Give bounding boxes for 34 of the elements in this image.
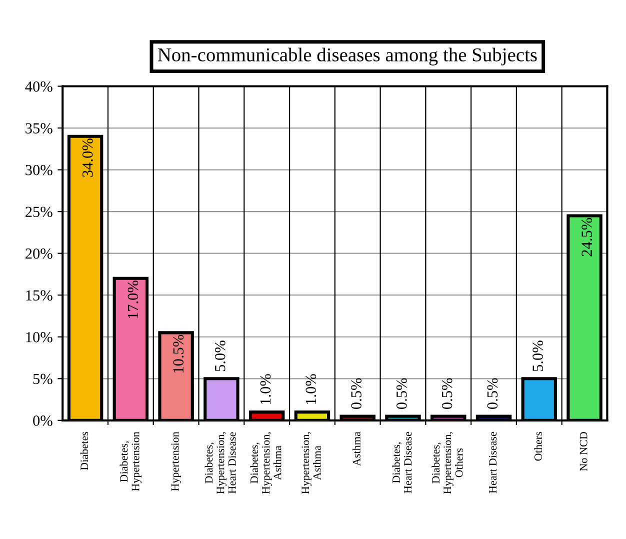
data-label: 10.5%: [173, 334, 184, 372]
y-tick-label: 35%: [26, 123, 52, 134]
x-tick-label: Asthma: [352, 432, 360, 466]
x-tick-label: Diabetes, Hypertension, Others: [432, 432, 463, 494]
data-label: 1.0%: [260, 374, 271, 404]
y-tick-label: 20%: [26, 248, 52, 259]
y-tick-label: 10%: [26, 332, 52, 342]
x-tick-label: Heart Disease: [489, 432, 497, 494]
chart-title: Non-communicable diseases among the Subjects: [158, 48, 537, 66]
y-tick-label: 40%: [25, 81, 52, 92]
x-tick-label: Others: [534, 432, 542, 461]
y-tick-label: 0%: [33, 416, 52, 426]
x-tick-label: Hypertension: [171, 432, 182, 492]
y-tick-label: 30%: [26, 164, 52, 176]
x-tick-label: Diabetes, Hypertension, Heart Disease: [204, 432, 236, 494]
data-label: 5.0%: [532, 340, 544, 372]
data-label: 34.0%: [82, 138, 93, 177]
y-tick-label: 5%: [33, 374, 52, 384]
x-tick-label: Diabetes, Heart Disease: [392, 432, 412, 494]
x-tick-label: No NCD: [580, 432, 588, 472]
x-tick-label: Diabetes: [80, 432, 88, 470]
y-tick-label: 25%: [26, 206, 52, 218]
y-tick-label: 15%: [26, 290, 52, 301]
data-label: 5.0%: [214, 340, 226, 372]
data-label: 24.5%: [582, 218, 592, 256]
data-label: 0.5%: [396, 378, 407, 409]
data-label: 0.5%: [487, 378, 498, 409]
data-label: 17.0%: [128, 280, 138, 318]
data-label: 1.0%: [306, 374, 316, 404]
data-label: 0.5%: [351, 378, 362, 409]
x-tick-label: Diabetes, Hypertension: [120, 432, 142, 492]
x-tick-label: Hypertension, Asthma: [302, 432, 321, 494]
data-label: 0.5%: [442, 378, 452, 409]
x-tick-label: Diabetes, Hypertension, Asthma: [250, 432, 282, 494]
